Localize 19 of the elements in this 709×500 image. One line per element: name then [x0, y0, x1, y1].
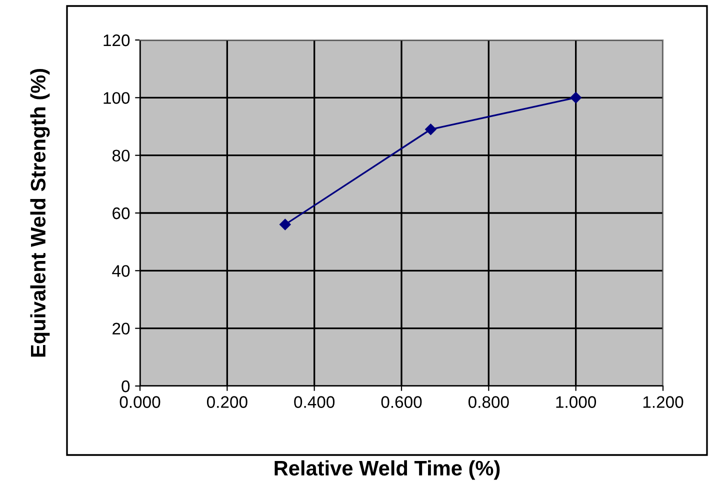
point	[570, 92, 582, 104]
y-tick-label: 20	[112, 322, 130, 335]
x-tick-label: 1.200	[643, 396, 684, 408]
x-axis-title: Relative Weld Time (%)	[274, 460, 500, 480]
y-tick-label: 120	[104, 34, 130, 46]
y-tick-label: 100	[104, 92, 130, 104]
x-tick-label: 0.800	[468, 396, 509, 408]
y-tick-label: 0	[122, 380, 130, 392]
y-tick-label: 40	[112, 265, 130, 277]
x-tick-label: 0.000	[120, 396, 160, 408]
y-axis-title: Equivalent Weld Strength (%)	[30, 68, 50, 357]
y-tick-label: 80	[112, 150, 130, 162]
point	[425, 124, 436, 135]
x-tick-label: 0.600	[381, 396, 422, 408]
y-tick-label: 60	[112, 207, 130, 220]
point	[280, 218, 291, 230]
x-tick-label: 0.200	[206, 396, 248, 408]
x-tick-label: 1.000	[556, 396, 596, 408]
x-tick-label: 0.400	[294, 396, 335, 408]
